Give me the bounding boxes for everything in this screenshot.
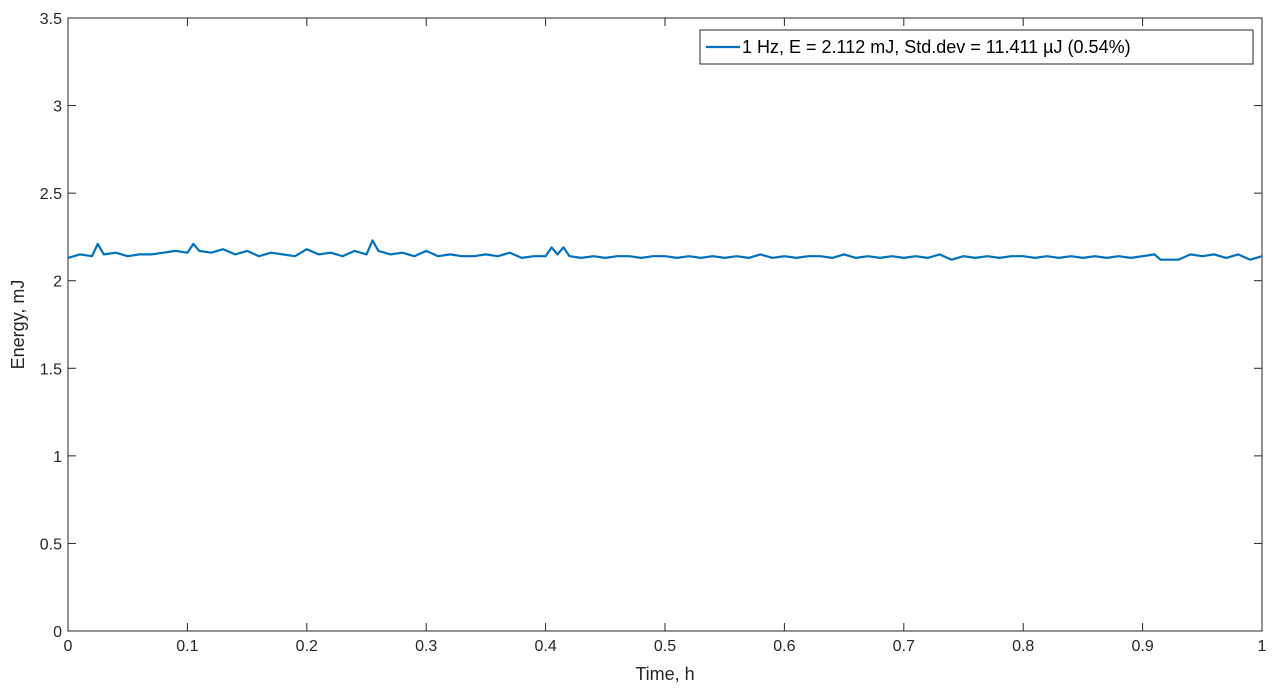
x-tick-label: 0.5 [654,638,676,655]
x-tick-label: 0.3 [415,638,437,655]
y-tick-label: 3 [53,99,62,116]
y-tick-label: 1 [53,449,62,466]
y-axis-label: Energy, mJ [8,280,28,370]
y-tick-label: 2.5 [40,186,62,203]
legend-entry: 1 Hz, E = 2.112 mJ, Std.dev = 11.411 µJ … [742,37,1131,57]
plot-area: 0 0.1 0.2 0.3 0.4 0.5 0.6 0.7 0.8 0.9 1 0 0.5 1 1.5 2 2… [40,11,1267,655]
series-line [67,239,1263,261]
x-tick-label: 0.7 [893,638,915,655]
x-axis-label: Time, h [635,664,694,684]
x-tick-label: 0.8 [1012,638,1034,655]
axes-box [67,17,1263,632]
y-tick-label: 1.5 [40,361,62,378]
x-tick-label: 0.2 [296,638,318,655]
x-tick-label: 1 [1258,638,1267,655]
y-tick-label: 2 [53,274,62,291]
y-tick-label: 0.5 [40,536,62,553]
y-tick-label: 3.5 [40,11,62,28]
legend: 1 Hz, E = 2.112 mJ, Std.dev = 11.411 µJ … [699,29,1254,65]
y-tick-label: 0 [53,624,62,641]
x-tick-label: 0.6 [773,638,795,655]
x-tick-label: 0.4 [534,638,556,655]
x-tick-label: 0.9 [1131,638,1153,655]
x-axis: 0 0.1 0.2 0.3 0.4 0.5 0.6 0.7 0.8 0.9 1 [64,18,1267,655]
x-tick-label: 0.1 [176,638,198,655]
legend-box [699,29,1254,65]
y-axis: 0 0.5 1 1.5 2 2.5 3 3.5 [40,11,1262,641]
x-tick-label: 0 [64,638,73,655]
